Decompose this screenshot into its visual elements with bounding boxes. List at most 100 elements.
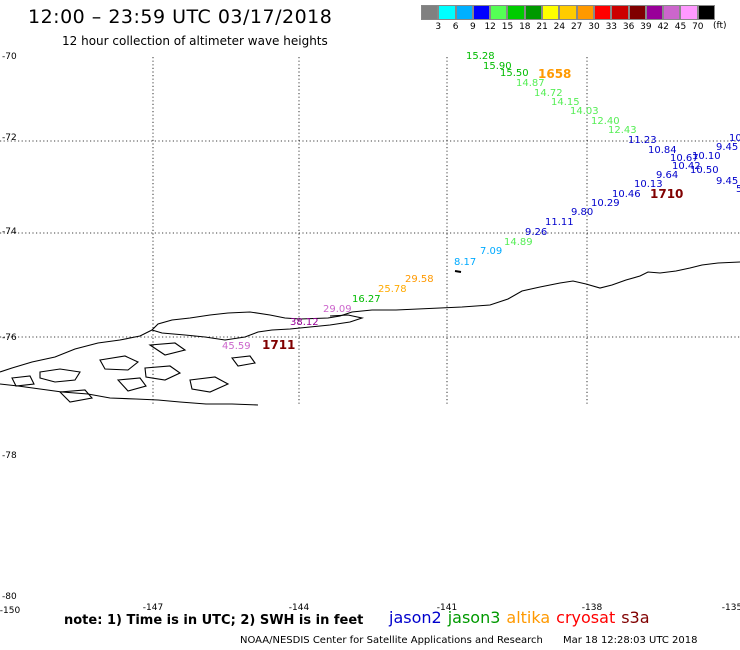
legend-tick: 33 [605,22,618,32]
island-10 [454,270,462,273]
pass-time-labels: 1658 1710 1711 [262,67,683,352]
legend-tick: 39 [640,22,652,32]
island-5 [116,377,147,392]
legend-color-bar [421,5,716,20]
generated-timestamp: Mar 18 12:28:03 UTC 2018 [563,635,698,646]
legend-tick: 30 [588,22,600,32]
island-2 [99,355,140,371]
satellite-name: s3a [621,608,650,627]
wave-height-label: 7.09 [480,246,502,257]
island-9 [11,375,35,387]
island-8 [230,355,256,367]
legend-swatch [472,5,491,20]
wave-height-label: 12.40 [591,116,620,127]
island-3 [144,365,182,381]
antarctic-coastline [0,261,740,406]
island-6 [58,389,94,403]
wave-height-label: 12.43 [608,125,637,136]
wave-height-label: 8.17 [454,257,476,268]
legend-tick: 6 [452,22,459,32]
latitude-label: -76 [2,333,17,343]
longitude-label: -138 [581,603,603,613]
wave-height-label: 10.29 [591,198,620,209]
legend-tick: 27 [570,22,583,32]
island-4 [189,376,230,393]
wave-height-labels: 15.2815.9015.5014.8714.7214.1514.0312.40… [222,51,740,352]
legend-tick: 21 [536,22,548,32]
wave-height-label: 38.12 [290,317,319,328]
legend-swatch [559,5,577,20]
legend-tick: 9 [470,22,476,32]
wave-height-label: 10.10 [692,151,721,162]
legend-swatch [542,5,560,20]
legend-swatch [490,5,508,20]
legend-tick: 12 [484,22,496,32]
legend-tick-labels: 3 6 9 12 15 18 21 24 27 30 33 36 39 42 45 70 [421,20,715,34]
legend-tick: 24 [553,22,566,32]
latitude-label: -80 [2,592,17,602]
wave-height-label: 10.84 [648,145,677,156]
legend-tick: 36 [622,22,635,32]
wave-height-label: 10.46 [612,189,641,200]
wave-height-label: 9.64 [656,170,678,181]
legend-tick: 70 [692,22,704,32]
satellite-name: altika [506,608,551,627]
latitude-label: -72 [2,133,17,143]
wave-height-label: 15.90 [483,61,512,72]
wave-height-label: 10 [729,133,740,144]
island-7 [148,342,187,356]
legend-swatch [421,5,439,20]
satellite-name: jason2 [389,608,442,627]
legend-tick: 3 [435,22,442,32]
wave-height-label: 9.45 [716,142,738,153]
wave-height-label: 14.15 [551,97,580,108]
wave-height-label: 5 [736,184,740,195]
map-title: 12:00 – 23:59 UTC 03/17/2018 [28,6,333,28]
wave-height-label: 29.58 [405,274,434,285]
legend-swatch [628,5,646,20]
wave-height-label: 9.45 [716,176,738,187]
legend-swatch [438,5,456,20]
legend-tick: 42 [657,22,669,32]
wave-height-label: 15.28 [466,51,495,62]
wave-height-label: 14.72 [534,88,563,99]
pass-time-label: 1710 [650,187,683,201]
wave-height-label: 9.80 [571,207,593,218]
wave-height-label: 25.78 [378,284,407,295]
wave-height-label: 15.50 [500,68,529,79]
legend-swatch [576,5,594,20]
legend-swatch [663,5,681,20]
longitude-label: -144 [288,603,310,613]
lat-lon-grid [0,57,740,405]
wave-height-label: 14.03 [570,106,599,117]
wave-height-label: 45.59 [222,341,251,352]
credit-line: NOAA/NESDIS Center for Satellite Applica… [240,635,543,646]
coastline-west-1 [0,329,153,373]
wave-height-label: 10.42 [672,161,701,172]
legend-swatch [593,5,612,20]
latitude-label: -78 [2,451,17,461]
legend-swatch [455,5,473,20]
pass-time-label: 1658 [538,67,571,81]
wave-height-label: 16.27 [352,294,381,305]
longitude-label: -135 [721,603,740,613]
legend-unit: (ft) [713,21,727,31]
pass-time-label: 1711 [262,338,295,352]
coastline-west-2 [0,383,259,406]
wave-height-label: 10.50 [690,165,719,176]
wave-height-label: 11.11 [545,217,574,228]
wave-height-label: 9.26 [525,227,547,238]
wave-height-label: 14.87 [516,78,545,89]
footnote: note: 1) Time is in UTC; 2) SWH is in fe… [64,613,364,628]
satellite-name: cryosat [556,608,616,627]
legend-swatch [507,5,525,20]
ice-shelf-outline [150,311,365,341]
longitude-label: -147 [142,603,164,613]
legend-tick: 15 [501,22,514,32]
wave-height-label: 14.89 [504,237,533,248]
legend-swatch [524,5,543,20]
satellite-legend: jason2 jason3 altika cryosat s3a [389,608,656,627]
longitude-label: -150 [0,606,21,616]
wave-height-label: 10.67 [670,153,699,164]
